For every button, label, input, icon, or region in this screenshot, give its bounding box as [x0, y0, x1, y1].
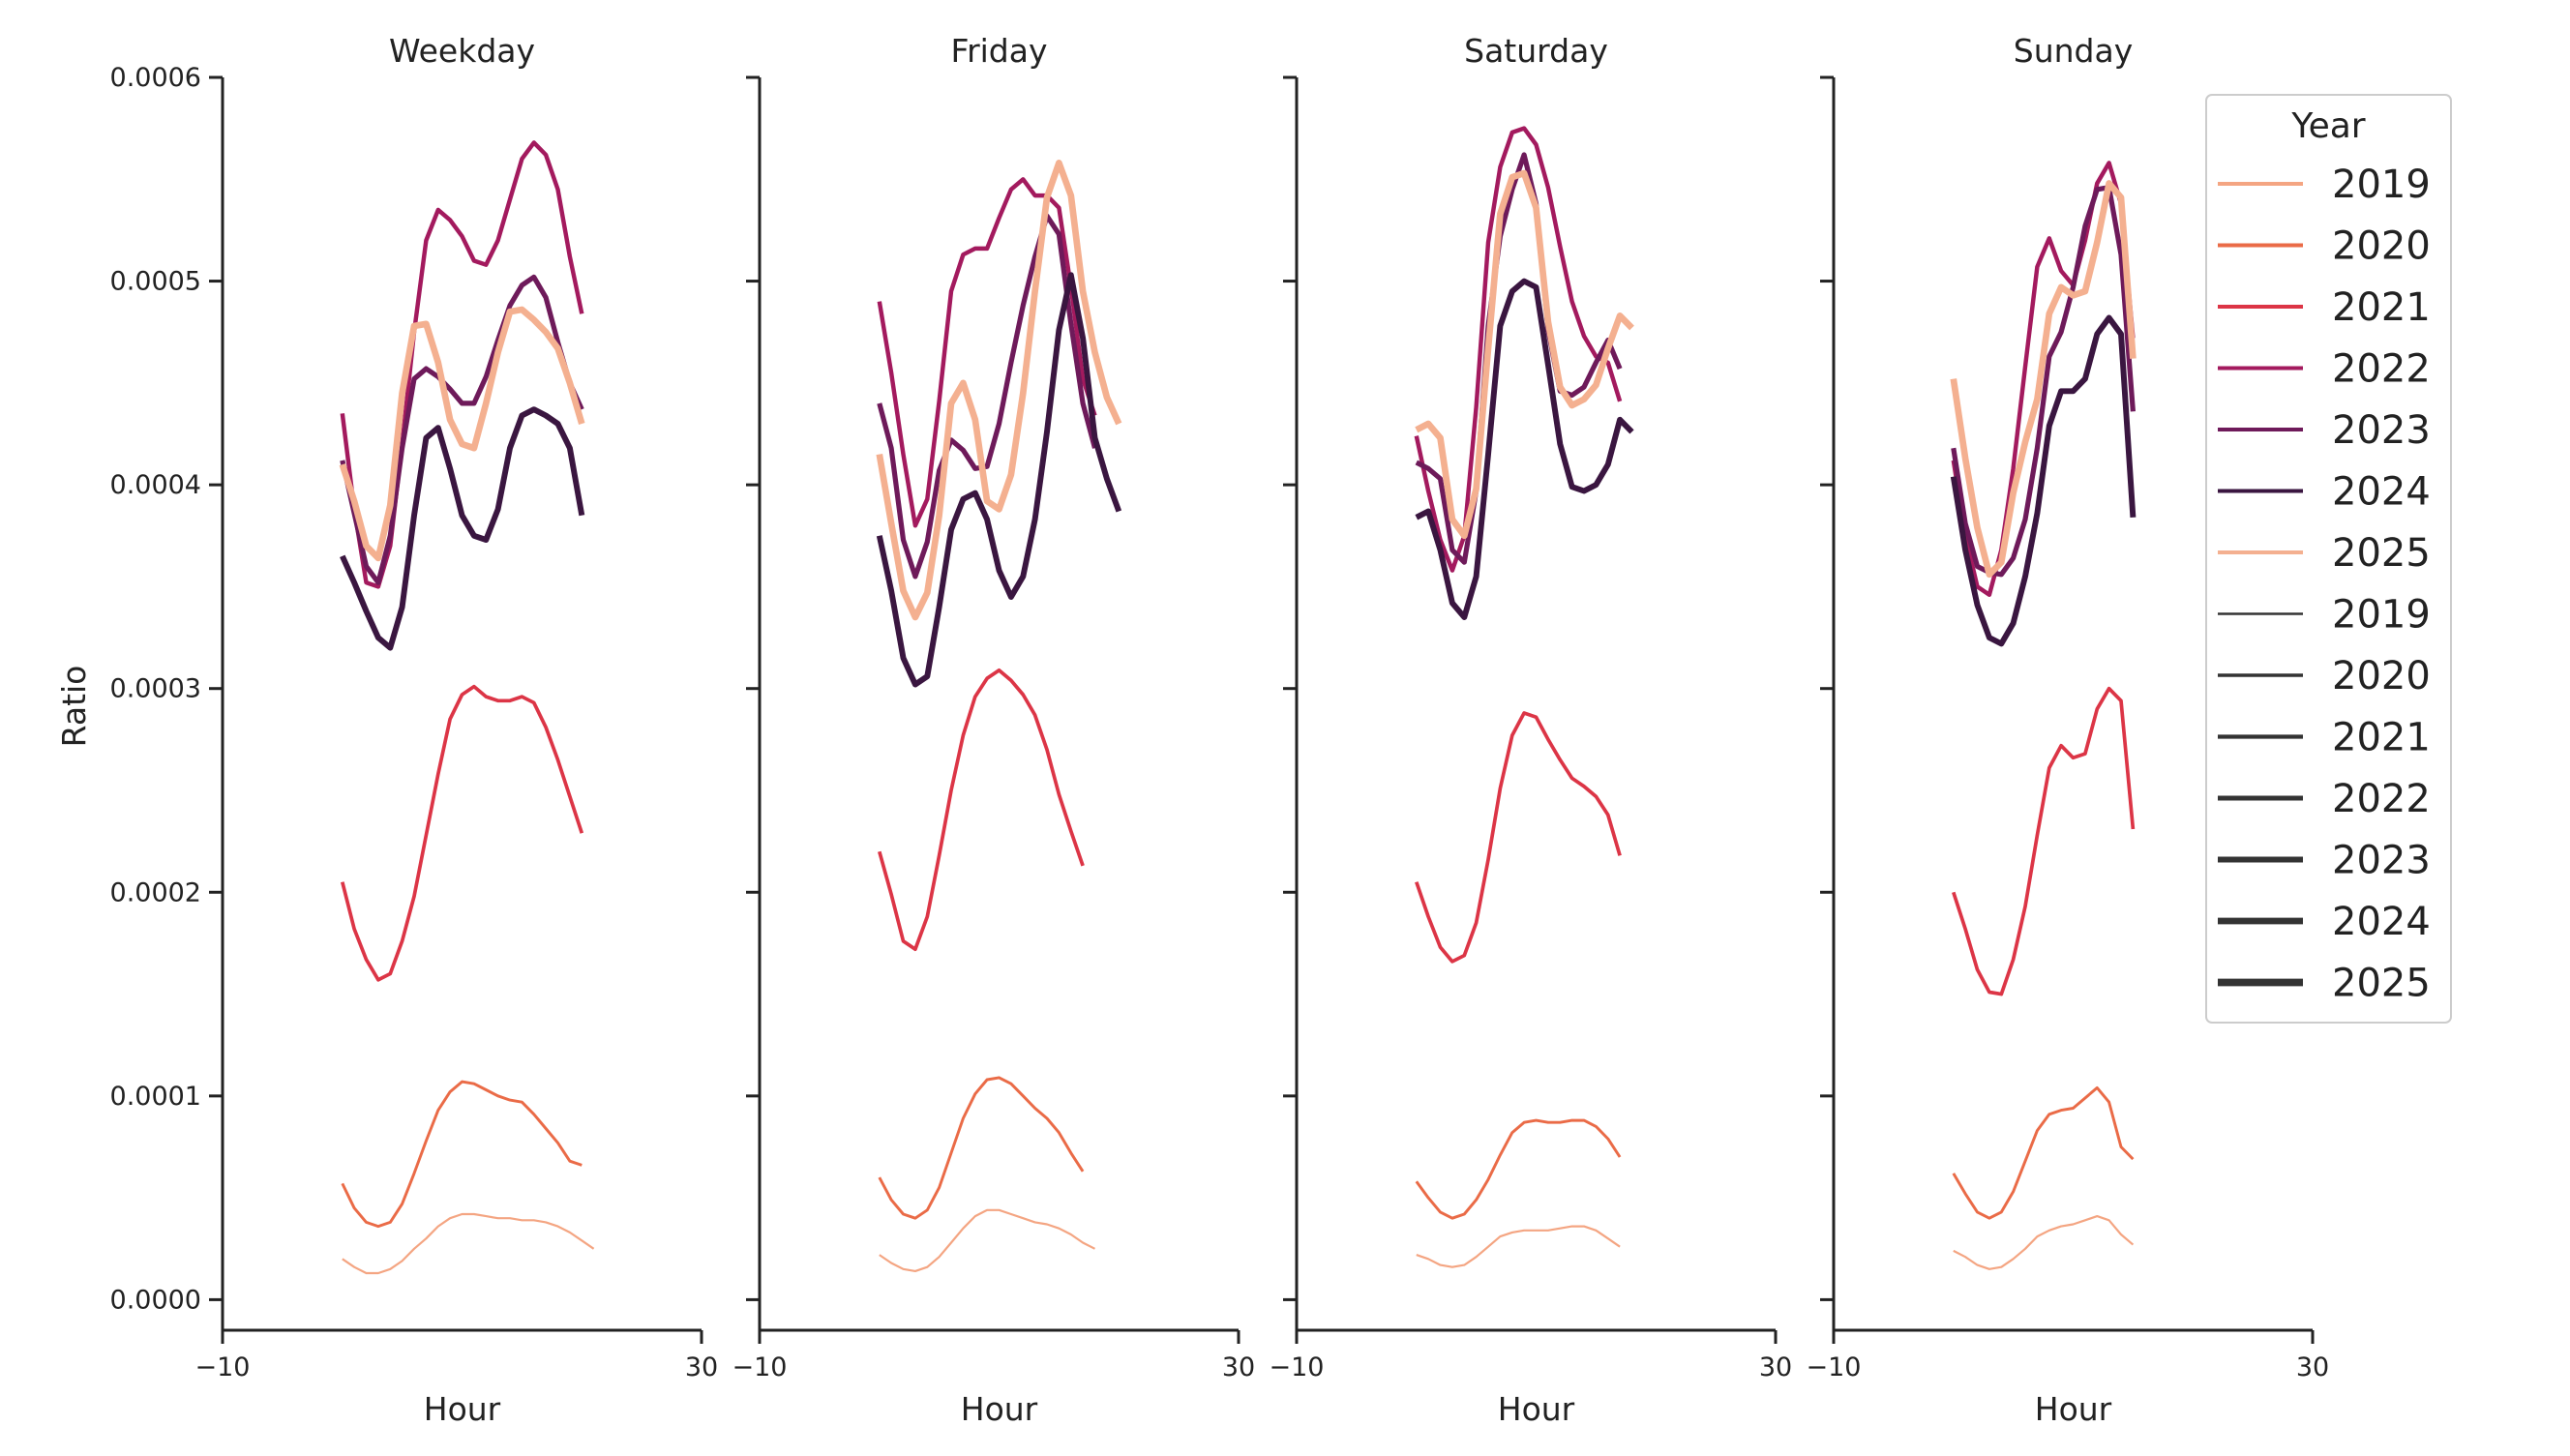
- series-line-2019: [879, 1208, 1095, 1273]
- y-tick-label: 0.0002: [110, 877, 201, 907]
- series-line-2022: [1951, 161, 2136, 598]
- legend-box: [2205, 94, 2452, 1024]
- x-tick-label: −10: [1807, 1352, 1862, 1382]
- series-line-2023: [877, 213, 1098, 579]
- y-tick-label: 0.0003: [110, 674, 201, 704]
- x-tick-label: −10: [195, 1352, 251, 1382]
- series-line-2020: [878, 1076, 1085, 1220]
- legend-label: 2023: [2332, 408, 2431, 453]
- series-line-2019: [1953, 1214, 2135, 1270]
- legend-label: 2019: [2332, 593, 2431, 638]
- legend-label: 2025: [2332, 962, 2431, 1006]
- x-axis-label: Hour: [424, 1390, 501, 1428]
- series-line-2022: [877, 177, 1097, 528]
- series-line-2023: [340, 274, 584, 585]
- panel-saturday: Saturday −10 30 Hour: [1270, 32, 1793, 1428]
- panel-title: Sunday: [2014, 32, 2133, 70]
- series-line-2020: [341, 1080, 583, 1229]
- series-line-2021: [341, 684, 584, 982]
- series-line-2021: [1415, 711, 1622, 964]
- y-tick-label: 0.0005: [110, 267, 201, 297]
- y-tick-label: 0.0001: [110, 1082, 201, 1112]
- legend-label: 2023: [2332, 839, 2431, 883]
- series-line-2025: [1950, 180, 2137, 579]
- series-line-2019: [1416, 1225, 1621, 1268]
- y-tick-label: 0.0006: [110, 63, 201, 93]
- legend-label: 2024: [2332, 900, 2431, 944]
- legend-label: 2025: [2332, 531, 2431, 576]
- series-line-2022: [1414, 126, 1623, 573]
- legend-label: 2021: [2332, 285, 2431, 330]
- series-line-2020: [1415, 1118, 1622, 1220]
- series-line-2024: [1950, 314, 2137, 647]
- series-line-2023: [1951, 185, 2136, 578]
- series-line-2025: [876, 160, 1122, 621]
- panel-title: Weekday: [389, 32, 535, 70]
- legend-label: 2020: [2332, 654, 2431, 698]
- legend-label: 2021: [2332, 716, 2431, 760]
- legend-label: 2022: [2332, 777, 2431, 821]
- x-tick-label: 30: [2296, 1352, 2329, 1382]
- legend-label: 2022: [2332, 347, 2431, 392]
- y-axis-label: Ratio: [55, 666, 93, 748]
- y-tick-label: 0.0000: [110, 1285, 201, 1315]
- x-tick-label: 30: [1222, 1352, 1255, 1382]
- legend-label: 2019: [2332, 163, 2431, 207]
- panel-title: Saturday: [1464, 32, 1608, 70]
- legend-title: Year: [2290, 106, 2365, 146]
- legend: Year 2019 2020 2021 2022 2023 2024 2025 2019 2020…: [2205, 94, 2452, 1024]
- x-axis-label: Hour: [1498, 1390, 1575, 1428]
- x-axis-label: Hour: [2035, 1390, 2112, 1428]
- series-line-2024: [1415, 278, 1634, 620]
- series-line-2024: [340, 406, 585, 651]
- panel-sunday: Sunday −10 30 Hour: [1807, 32, 2330, 1428]
- x-tick-label: 30: [685, 1352, 718, 1382]
- series-line-2019: [342, 1212, 595, 1275]
- series-line-2025: [339, 306, 585, 562]
- x-axis-label: Hour: [961, 1390, 1038, 1428]
- panel-title: Friday: [950, 32, 1047, 70]
- series-line-2024: [876, 272, 1122, 688]
- legend-label: 2024: [2332, 470, 2431, 515]
- series-line-2025: [1415, 169, 1634, 540]
- series-line-2020: [1952, 1085, 2135, 1220]
- x-tick-label: −10: [732, 1352, 788, 1382]
- y-tick-label: 0.0004: [110, 470, 201, 500]
- x-tick-label: 30: [1759, 1352, 1792, 1382]
- x-tick-label: −10: [1270, 1352, 1325, 1382]
- series-line-2021: [1952, 686, 2136, 996]
- series-line-2021: [878, 668, 1085, 952]
- panel-weekday: Weekday 0.0000 0.0001 0.0002 0.0003 0.0004 0.0…: [110, 32, 719, 1428]
- panel-friday: Friday −10 30 Hour: [732, 32, 1256, 1428]
- legend-label: 2020: [2332, 224, 2431, 269]
